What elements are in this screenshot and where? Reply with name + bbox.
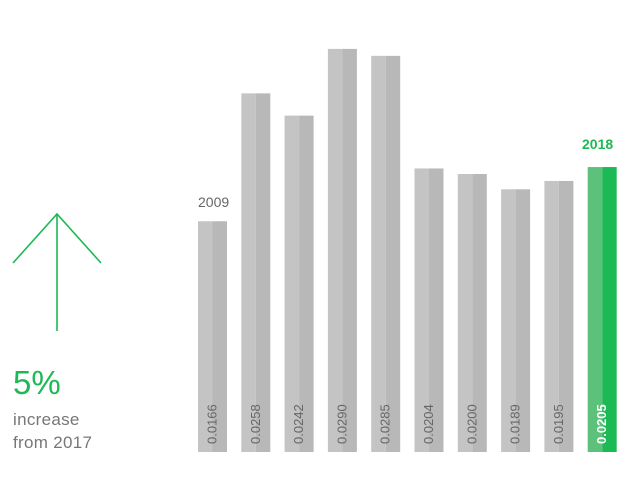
up-arrow-icon [12,212,102,331]
bar-left-half [414,168,429,452]
bar-right-half [558,180,574,452]
percent-change: 5% [13,364,61,401]
bar-value-label: 0.0195 [551,404,566,444]
bar: 0.0200 [457,174,487,452]
bar-left-half [284,115,300,453]
bar-right-half [602,167,617,453]
bar-left-half [327,48,343,453]
bar-left-half [587,167,603,453]
bar-value-label: 0.0204 [421,404,436,444]
bar-left-half [457,174,473,452]
caption-line-1: increase [13,410,80,429]
bar-value-label: 0.0242 [291,404,306,444]
bar-left-half [241,93,256,452]
bar-left-half [198,221,213,452]
bar: 0.0285 [371,55,401,452]
bar: 0.0189 [501,189,531,453]
bar-left-half [544,180,559,452]
bar-value-label: 0.0200 [464,404,479,444]
bar-right-half [342,48,357,453]
bar: 0.0166 [198,221,227,452]
bar: 0.0290 [327,48,357,453]
bar-right-half [299,115,314,453]
start-year-label: 2009 [198,194,229,210]
bar-right-half [212,221,227,452]
bar-value-label: 0.0285 [378,404,393,444]
bar: 0.0205 [587,167,617,453]
bar-left-half [371,55,386,452]
change-caption: increase from 2017 [13,408,92,454]
bar: 0.0195 [544,180,574,452]
bar-right-half [385,55,401,452]
bar: 0.0242 [284,115,314,453]
bar-right-half [472,174,487,452]
bar-value-label: 0.0290 [334,404,349,444]
bar-right-half [429,168,444,452]
bar-right-half [255,93,271,452]
bar-value-label: 0.0166 [205,404,220,444]
bar: 0.0204 [414,168,444,452]
caption-line-2: from 2017 [13,433,93,452]
bar-right-half [515,189,531,453]
bar-left-half [501,189,516,453]
bar: 0.0258 [241,93,271,452]
bars-group: 0.0166 0.0258 0.0242 0.0290 0.0285 0.0204 0.02… [198,48,617,453]
bar-value-label: 0.0258 [248,404,263,444]
bar-value-label: 0.0189 [508,404,523,444]
end-year-label: 2018 [582,136,613,152]
bar-value-label: 0.0205 [594,404,609,444]
